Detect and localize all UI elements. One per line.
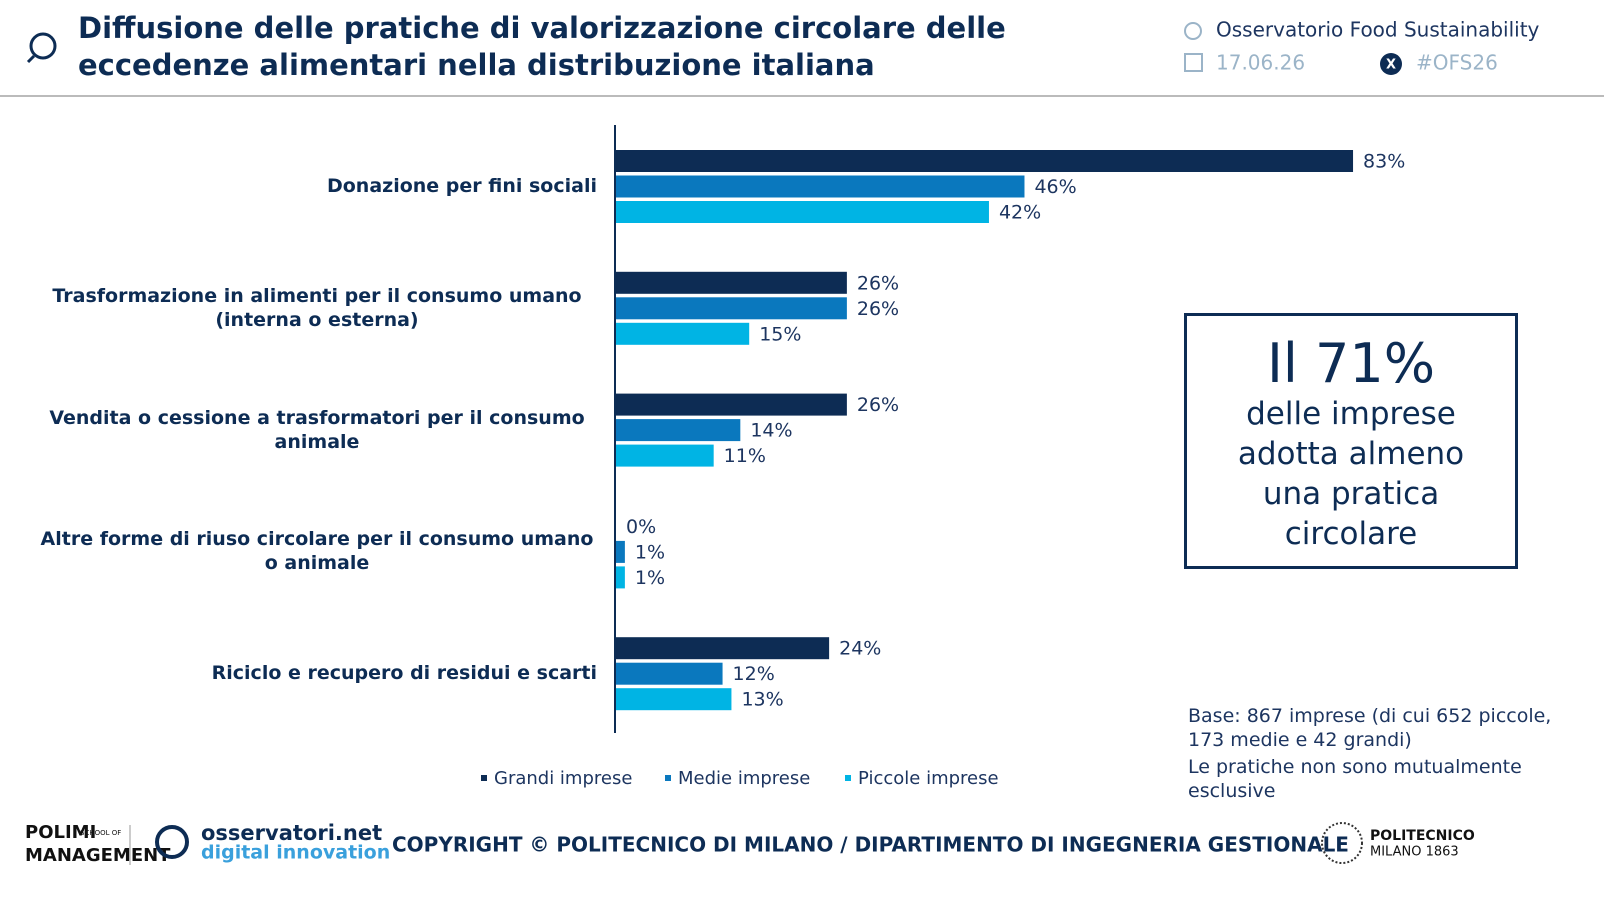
category-label: Donazione per fini sociali bbox=[326, 175, 597, 197]
logo-text: MANAGEMENT bbox=[25, 845, 171, 866]
bar bbox=[616, 688, 732, 711]
bar bbox=[616, 393, 847, 416]
category-label: Altre forme di riuso circolare per il co… bbox=[40, 528, 594, 575]
value-label: 0% bbox=[626, 516, 656, 538]
x-icon: X bbox=[1386, 58, 1396, 73]
obs-icon bbox=[1184, 22, 1202, 40]
observatory: Osservatorio Food Sustainability bbox=[1216, 18, 1540, 42]
note: Le pratiche non sono mutualmente esclusi… bbox=[1188, 756, 1522, 802]
hashtag: #OFS26 bbox=[1416, 51, 1498, 75]
callout-headline: Il 71% bbox=[1266, 332, 1436, 395]
value-label: 26% bbox=[857, 298, 899, 320]
value-label: 13% bbox=[741, 689, 783, 711]
logo-icon bbox=[29, 32, 57, 60]
legend-label: Piccole imprese bbox=[858, 768, 999, 789]
value-label: 42% bbox=[999, 202, 1041, 224]
copyright: COPYRIGHT © POLITECNICO DI MILANO / DIPA… bbox=[392, 833, 1349, 857]
bar bbox=[616, 175, 1025, 198]
bar bbox=[616, 201, 989, 223]
callout: Il 71% delle imprese adotta almeno una p… bbox=[1184, 313, 1518, 569]
value-label: 1% bbox=[635, 541, 665, 563]
value-label: 12% bbox=[733, 663, 775, 685]
bar bbox=[616, 540, 625, 563]
legend-label: Medie imprese bbox=[678, 768, 810, 789]
logo-text: digital innovation bbox=[201, 842, 390, 864]
category-label: Trasformazione in alimenti per il consum… bbox=[52, 284, 582, 331]
category-label: Vendita o cessione a trasformatori per i… bbox=[49, 406, 585, 453]
bar bbox=[616, 322, 750, 345]
bar bbox=[616, 566, 625, 589]
value-label: 46% bbox=[1034, 176, 1076, 198]
value-label: 1% bbox=[635, 567, 665, 589]
logo-text: MILANO 1863 bbox=[1370, 845, 1459, 860]
legend-label: Grandi imprese bbox=[494, 768, 632, 789]
note: Base: 867 imprese (di cui 652 piccole, 1… bbox=[1188, 705, 1552, 751]
date-icon bbox=[1184, 53, 1203, 72]
bar bbox=[616, 271, 847, 294]
bar bbox=[616, 150, 1354, 172]
value-label: 26% bbox=[857, 272, 899, 294]
logo-text: osservatori.net bbox=[201, 821, 382, 845]
category-label: Riciclo e recupero di residui e scarti bbox=[211, 662, 597, 685]
value-label: 24% bbox=[839, 638, 881, 660]
date: 17.06.26 bbox=[1216, 51, 1305, 75]
bar bbox=[616, 419, 741, 442]
logo-text: SCHOOL OF bbox=[80, 829, 121, 837]
logo-icon bbox=[1321, 822, 1363, 864]
bar bbox=[616, 444, 714, 467]
x-icon bbox=[1380, 53, 1402, 75]
value-label: 14% bbox=[750, 420, 792, 442]
bar bbox=[616, 297, 847, 320]
legend-marker bbox=[845, 775, 851, 781]
legend-marker bbox=[665, 775, 671, 781]
value-label: 83% bbox=[1363, 151, 1405, 173]
logo-text: POLITECNICO bbox=[1370, 828, 1475, 844]
bar bbox=[616, 662, 723, 685]
title: Diffusione delle pratiche di valorizzazi… bbox=[78, 11, 1006, 82]
value-label: 26% bbox=[857, 394, 899, 416]
value-label: 15% bbox=[759, 323, 801, 345]
logo-icon bbox=[26, 54, 36, 64]
logo-icon bbox=[155, 825, 189, 859]
callout-text: delle imprese adotta almeno una pratica … bbox=[1237, 396, 1465, 552]
value-label: 11% bbox=[724, 445, 766, 467]
bar bbox=[616, 637, 830, 660]
legend-marker bbox=[481, 775, 487, 781]
logo-text: POLIMI bbox=[25, 822, 96, 843]
